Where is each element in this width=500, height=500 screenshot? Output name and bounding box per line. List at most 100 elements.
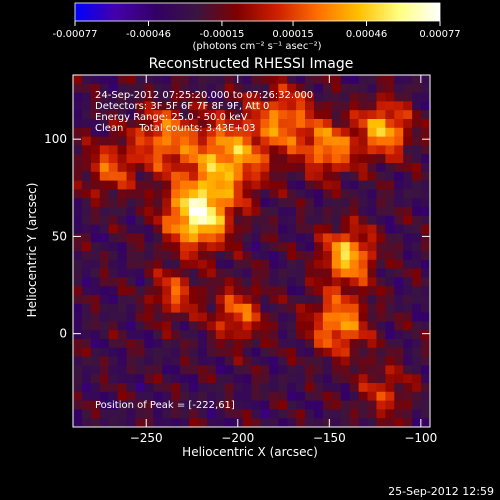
heatmap-cell bbox=[126, 242, 137, 252]
heatmap-cell bbox=[269, 286, 279, 296]
heatmap-cell bbox=[403, 233, 413, 243]
heatmap-cell bbox=[180, 101, 190, 111]
heatmap-cell bbox=[358, 374, 369, 384]
heatmap-cell bbox=[171, 312, 181, 322]
heatmap-cell bbox=[108, 83, 119, 94]
heatmap-cell bbox=[180, 215, 190, 226]
heatmap-cell bbox=[162, 339, 172, 349]
heatmap-cell bbox=[144, 400, 154, 410]
heatmap-cell bbox=[215, 119, 226, 129]
heatmap-cell bbox=[135, 163, 145, 173]
heatmap-cell bbox=[126, 110, 137, 120]
heatmap-cell bbox=[126, 295, 137, 305]
heatmap-cell bbox=[305, 251, 315, 261]
heatmap-cell bbox=[171, 180, 181, 190]
heatmap-cell bbox=[197, 409, 208, 419]
heatmap-cell bbox=[331, 83, 342, 94]
heatmap-cell bbox=[394, 303, 404, 314]
heatmap-cell bbox=[331, 400, 342, 410]
heatmap-cell bbox=[296, 383, 306, 393]
heatmap-cell bbox=[171, 145, 181, 155]
heatmap-cell bbox=[287, 409, 297, 419]
heatmap-cell bbox=[287, 92, 297, 102]
heatmap-cell bbox=[367, 171, 378, 182]
heatmap-cell bbox=[421, 268, 430, 278]
heatmap-cell bbox=[206, 330, 217, 340]
heatmap-cell bbox=[385, 180, 395, 190]
heatmap-cell bbox=[376, 400, 386, 410]
heatmap-cell bbox=[313, 418, 324, 427]
heatmap-cell bbox=[215, 251, 226, 261]
heatmap-cell bbox=[99, 374, 110, 384]
heatmap-cell bbox=[313, 259, 324, 270]
heatmap-cell bbox=[313, 374, 324, 384]
heatmap-cell bbox=[340, 418, 351, 427]
heatmap-cell bbox=[108, 163, 119, 173]
heatmap-cell bbox=[162, 365, 172, 375]
heatmap-cell bbox=[412, 356, 422, 366]
heatmap-cell bbox=[340, 303, 351, 314]
heatmap-cell bbox=[171, 207, 181, 217]
heatmap-cell bbox=[331, 207, 342, 217]
heatmap-cell bbox=[153, 101, 163, 111]
heatmap-cell bbox=[269, 400, 279, 410]
heatmap-cell bbox=[162, 180, 172, 190]
heatmap-cell bbox=[189, 242, 199, 252]
heatmap-cell bbox=[296, 321, 306, 331]
heatmap-cell bbox=[385, 321, 395, 331]
heatmap-cell bbox=[108, 339, 119, 349]
heatmap-cell bbox=[90, 330, 101, 340]
heatmap-cell bbox=[394, 171, 404, 182]
heatmap-cell bbox=[144, 295, 154, 305]
heatmap-cell bbox=[242, 374, 253, 384]
heatmap-cell bbox=[90, 207, 101, 217]
heatmap-cell bbox=[90, 224, 101, 234]
heatmap-cell bbox=[340, 409, 351, 419]
heatmap-cell bbox=[367, 339, 378, 349]
heatmap-cell bbox=[117, 171, 128, 182]
heatmap-cell bbox=[180, 356, 190, 366]
heatmap-cell bbox=[421, 365, 430, 375]
heatmap-cell bbox=[358, 127, 369, 138]
heatmap-cell bbox=[117, 374, 128, 384]
heatmap-cell bbox=[358, 180, 369, 190]
heatmap-cell bbox=[394, 418, 404, 427]
heatmap-cell bbox=[189, 92, 199, 102]
heatmap-cell bbox=[135, 295, 145, 305]
heatmap-cell bbox=[394, 268, 404, 278]
heatmap-cell bbox=[242, 259, 253, 270]
heatmap-cell bbox=[367, 383, 378, 393]
heatmap-cell bbox=[90, 277, 101, 287]
heatmap-cell bbox=[153, 180, 163, 190]
heatmap-cell bbox=[242, 365, 253, 375]
heatmap-cell bbox=[73, 409, 83, 419]
heatmap-cell bbox=[358, 303, 369, 314]
heatmap-cell bbox=[180, 339, 190, 349]
heatmap-cell bbox=[162, 303, 172, 314]
heatmap-cell bbox=[412, 163, 422, 173]
heatmap-cell bbox=[376, 101, 386, 111]
heatmap-cell bbox=[73, 391, 83, 402]
heatmap-cell bbox=[224, 391, 235, 402]
heatmap-cell bbox=[108, 356, 119, 366]
heatmap-cell bbox=[224, 339, 235, 349]
heatmap-cell bbox=[99, 242, 110, 252]
heatmap-cell bbox=[349, 171, 360, 182]
heatmap-cell bbox=[269, 92, 279, 102]
heatmap-cell bbox=[197, 189, 208, 199]
heatmap-cell bbox=[305, 145, 315, 155]
heatmap-cell bbox=[322, 259, 333, 270]
heatmap-cell bbox=[233, 321, 244, 331]
heatmap-cell bbox=[421, 295, 430, 305]
heatmap-cell bbox=[367, 136, 378, 146]
heatmap-cell bbox=[260, 83, 270, 94]
heatmap-cell bbox=[394, 189, 404, 199]
heatmap-cell bbox=[108, 409, 119, 419]
heatmap-cell bbox=[215, 83, 226, 94]
heatmap-cell bbox=[367, 321, 378, 331]
heatmap-cell bbox=[171, 92, 181, 102]
heatmap-cell bbox=[287, 321, 297, 331]
heatmap-cell bbox=[331, 163, 342, 173]
heatmap-cell bbox=[331, 268, 342, 278]
heatmap-cell bbox=[117, 356, 128, 366]
